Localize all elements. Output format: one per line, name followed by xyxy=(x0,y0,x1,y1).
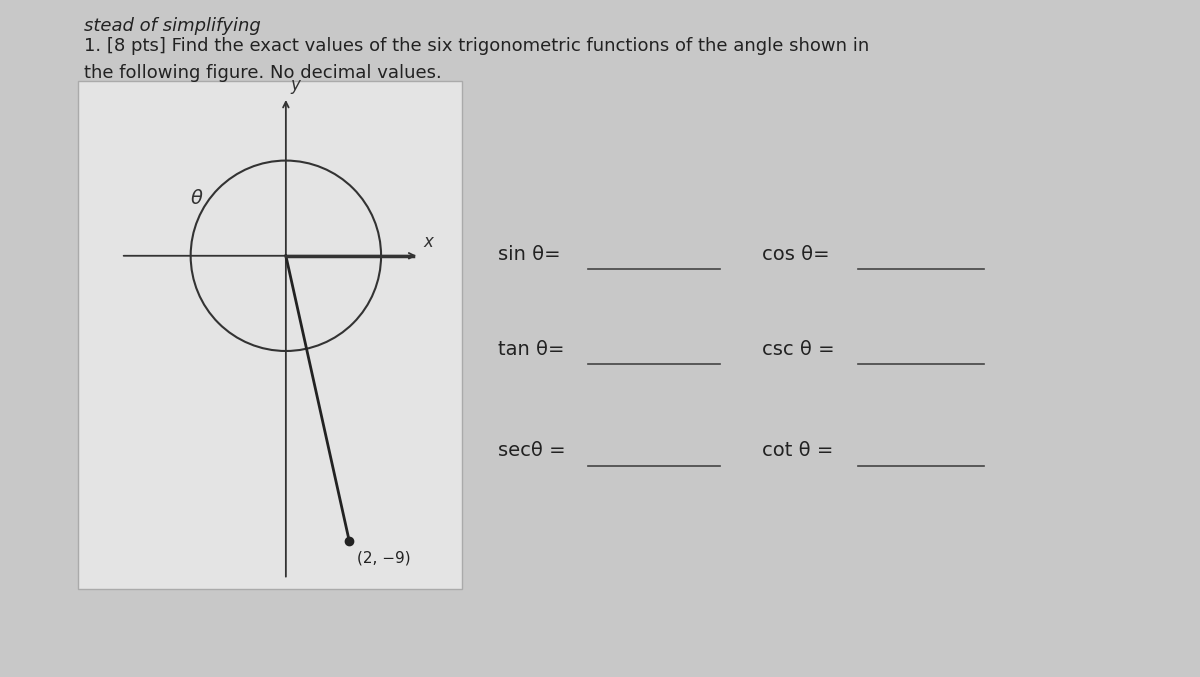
Text: 1. [8 pts] Find the exact values of the six trigonometric functions of the angle: 1. [8 pts] Find the exact values of the … xyxy=(84,37,869,56)
Text: θ: θ xyxy=(191,189,203,208)
Text: cos θ=: cos θ= xyxy=(762,245,829,264)
Text: cot θ =: cot θ = xyxy=(762,441,833,460)
Text: stead of simplifying: stead of simplifying xyxy=(84,17,260,35)
Text: tan θ=: tan θ= xyxy=(498,340,564,359)
Text: (2, −9): (2, −9) xyxy=(358,551,410,566)
Text: sin θ=: sin θ= xyxy=(498,245,560,264)
Text: the following figure. No decimal values.: the following figure. No decimal values. xyxy=(84,64,442,82)
Text: x: x xyxy=(424,233,433,251)
Text: csc θ =: csc θ = xyxy=(762,340,835,359)
Text: secθ =: secθ = xyxy=(498,441,565,460)
Bar xyxy=(78,81,462,589)
Text: y: y xyxy=(290,76,300,94)
